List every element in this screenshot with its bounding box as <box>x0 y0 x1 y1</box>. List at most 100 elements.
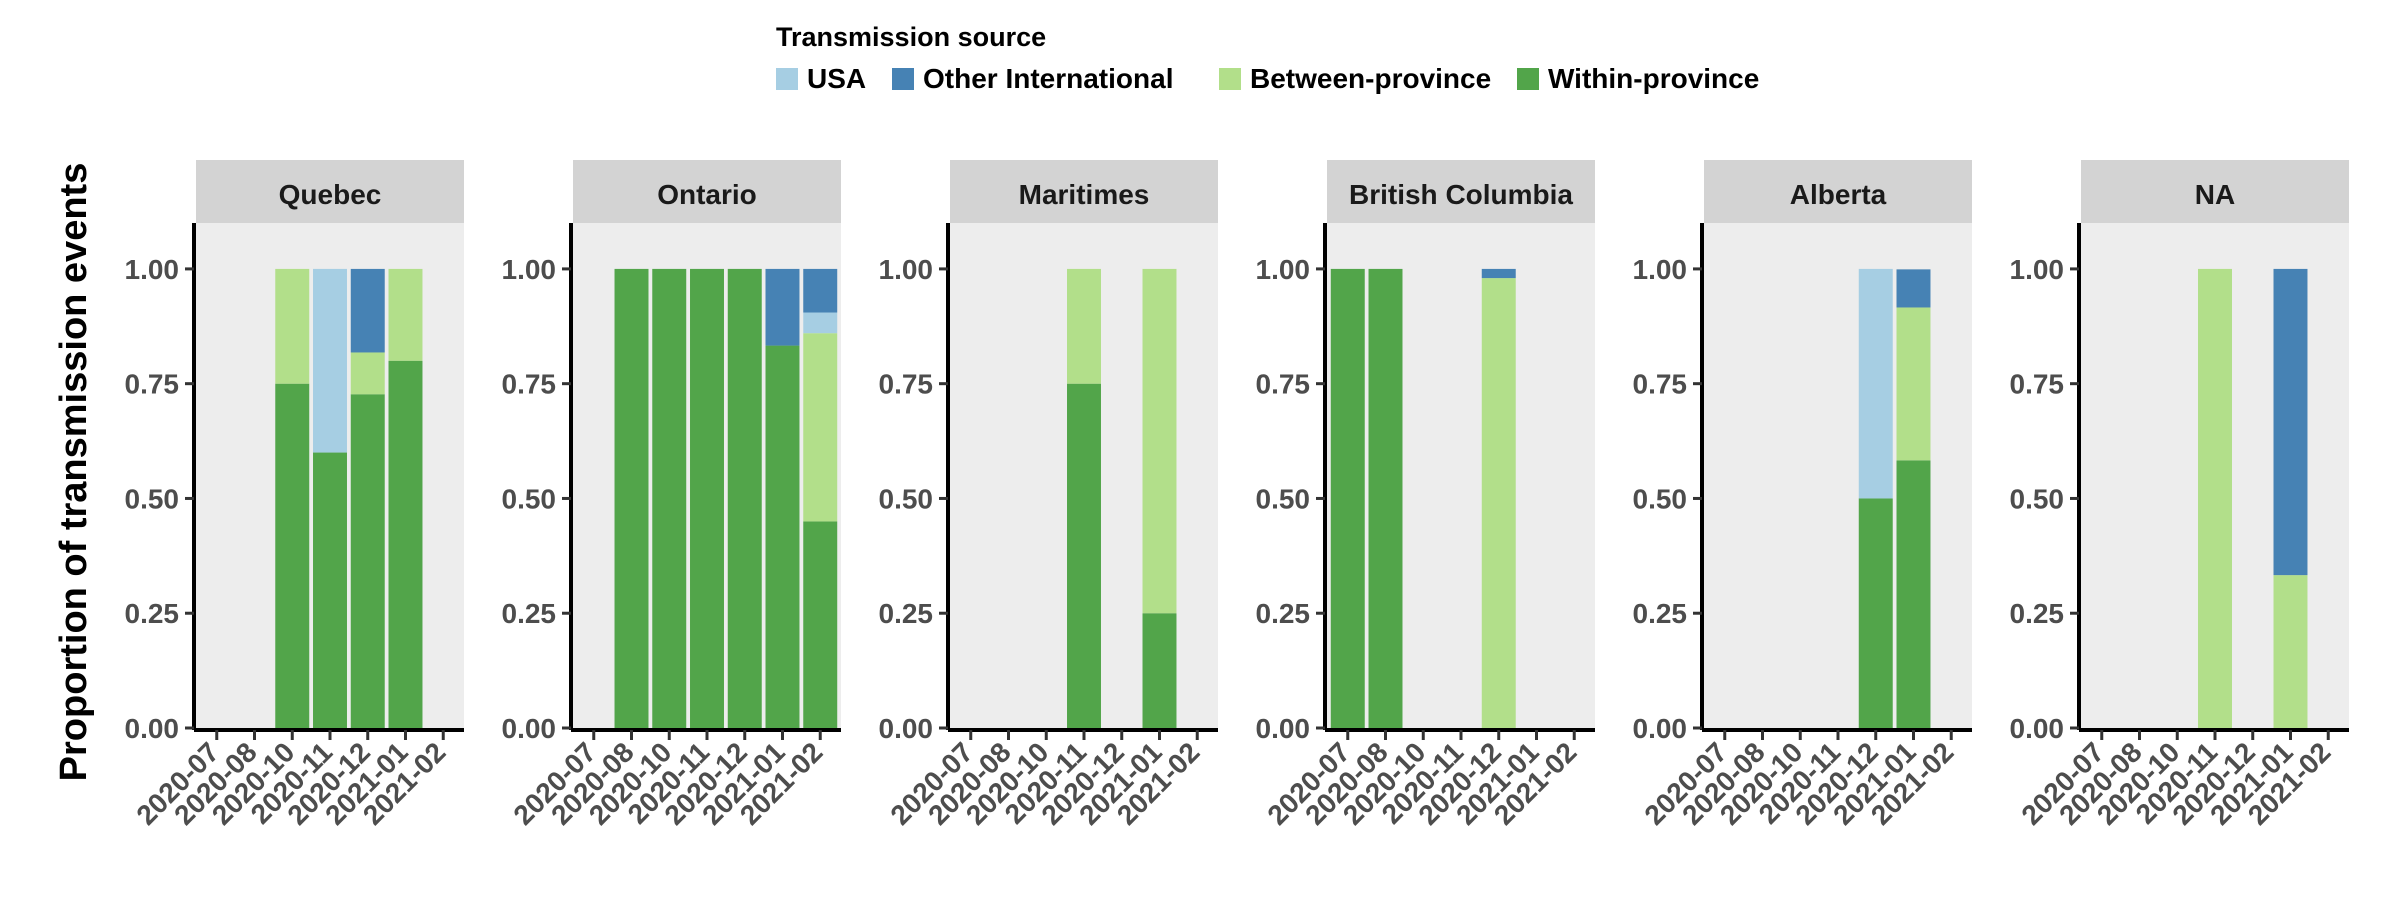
panel-strip <box>1704 160 1972 223</box>
bar-segment-other-international <box>1481 268 1516 279</box>
bar-2020-12 <box>1481 268 1516 728</box>
bar-segment-between-province <box>1142 268 1177 614</box>
bar-segment-within-province <box>275 383 310 728</box>
y-tick-label: 0.50 <box>1256 483 1311 514</box>
legend-swatch-within-province <box>1517 68 1539 90</box>
bar-segment-usa <box>313 268 347 453</box>
panel-strip <box>1327 160 1595 223</box>
bar-2020-12 <box>727 268 762 728</box>
y-tick-label: 0.50 <box>879 483 934 514</box>
bar-2020-11 <box>1067 268 1101 728</box>
legend-item-other-international: Other International <box>892 63 1173 94</box>
legend-label-within-province: Within-province <box>1548 63 1759 94</box>
y-tick-label: 0.00 <box>502 713 557 744</box>
y-tick-label: 1.00 <box>1633 254 1688 285</box>
bar-segment-within-province <box>690 268 724 728</box>
y-tick-label: 0.75 <box>1256 369 1311 400</box>
bar-segment-between-province <box>388 268 423 361</box>
legend-label-other-international: Other International <box>923 63 1173 94</box>
bar-segment-other-international <box>765 268 800 346</box>
y-tick-label: 0.25 <box>2010 598 2065 629</box>
y-tick-label: 0.25 <box>502 598 557 629</box>
bar-segment-within-province <box>1368 268 1403 728</box>
bar-segment-between-province <box>803 333 838 522</box>
y-tick-label: 1.00 <box>502 254 557 285</box>
panel-strip <box>573 160 841 223</box>
plot-background <box>1327 223 1595 728</box>
bar-segment-other-international <box>1896 269 1931 308</box>
bar-2020-11 <box>313 268 347 728</box>
bar-2021-01 <box>1142 268 1177 728</box>
legend-item-within-province: Within-province <box>1517 63 1759 94</box>
bar-2020-10 <box>652 268 687 728</box>
plot-background <box>1704 223 1972 728</box>
y-tick-label: 0.75 <box>2010 369 2065 400</box>
y-tick-label: 0.25 <box>1633 598 1688 629</box>
y-tick-label: 0.75 <box>879 369 934 400</box>
y-tick-label: 1.00 <box>879 254 934 285</box>
bar-segment-within-province <box>1896 460 1931 728</box>
bar-segment-usa <box>1858 268 1893 499</box>
bar-segment-usa <box>803 312 838 334</box>
bar-segment-between-province <box>2198 268 2232 728</box>
bar-segment-within-province <box>388 360 423 728</box>
y-tick-label: 1.00 <box>1256 254 1311 285</box>
panel-title: Maritimes <box>1019 179 1150 210</box>
bar-segment-within-province <box>652 268 687 728</box>
panel-title: NA <box>2195 179 2235 210</box>
bar-segment-between-province <box>350 352 385 395</box>
legend-label-between-province: Between-province <box>1250 63 1491 94</box>
panel-alberta: Alberta0.000.250.500.751.002020-072020-0… <box>1633 160 1972 831</box>
bar-2021-01 <box>2273 268 2308 728</box>
y-axis-label: Proportion of transmission events <box>53 163 95 782</box>
bar-2020-10 <box>275 268 310 728</box>
panel-title: British Columbia <box>1349 179 1573 210</box>
y-tick-label: 1.00 <box>2010 254 2065 285</box>
legend-label-usa: USA <box>807 63 866 94</box>
y-tick-label: 0.25 <box>125 598 180 629</box>
bar-segment-within-province <box>803 521 838 728</box>
panel-title: Ontario <box>657 179 757 210</box>
legend-item-usa: USA <box>776 63 866 94</box>
bar-2020-11 <box>690 268 724 728</box>
bar-segment-between-province <box>1067 268 1101 384</box>
y-tick-label: 0.75 <box>502 369 557 400</box>
bar-2020-07 <box>1330 268 1365 728</box>
y-tick-label: 0.00 <box>1633 713 1688 744</box>
bar-segment-between-province <box>275 268 310 384</box>
bar-segment-within-province <box>1067 383 1101 728</box>
panel-strip <box>2081 160 2349 223</box>
y-tick-label: 0.25 <box>1256 598 1311 629</box>
bar-segment-within-province <box>1330 268 1365 728</box>
y-tick-label: 0.00 <box>1256 713 1311 744</box>
y-tick-label: 0.25 <box>879 598 934 629</box>
panel-quebec: Quebec0.000.250.500.751.002020-072020-08… <box>125 160 464 831</box>
panel-british-columbia: British Columbia0.000.250.500.751.002020… <box>1256 160 1595 831</box>
bar-2021-01 <box>765 268 800 728</box>
y-tick-label: 0.50 <box>2010 483 2065 514</box>
bar-segment-within-province <box>1142 613 1177 728</box>
y-tick-label: 0.50 <box>1633 483 1688 514</box>
panel-maritimes: Maritimes0.000.250.500.751.002020-072020… <box>879 160 1218 831</box>
y-tick-label: 0.50 <box>125 483 180 514</box>
bar-segment-within-province <box>1858 498 1893 728</box>
legend: Transmission source USA Other Internation… <box>776 22 1759 94</box>
bar-segment-between-province <box>2273 575 2308 728</box>
bar-2021-01 <box>388 268 423 728</box>
panel-title: Alberta <box>1790 179 1887 210</box>
bar-2021-01 <box>1896 269 1931 728</box>
y-tick-label: 0.00 <box>2010 713 2065 744</box>
panel-ontario: Ontario0.000.250.500.751.002020-072020-0… <box>502 160 841 831</box>
bar-segment-between-province <box>1896 307 1931 461</box>
y-tick-label: 0.75 <box>1633 369 1688 400</box>
bar-segment-other-international <box>803 268 838 313</box>
bar-2020-08 <box>1368 268 1403 728</box>
legend-swatch-between-province <box>1219 68 1241 90</box>
bar-segment-other-international <box>350 268 385 353</box>
legend-swatch-usa <box>776 68 798 90</box>
panel-strip <box>196 160 464 223</box>
legend-item-between-province: Between-province <box>1219 63 1491 94</box>
legend-swatch-other-international <box>892 68 914 90</box>
bar-2020-08 <box>614 268 649 728</box>
